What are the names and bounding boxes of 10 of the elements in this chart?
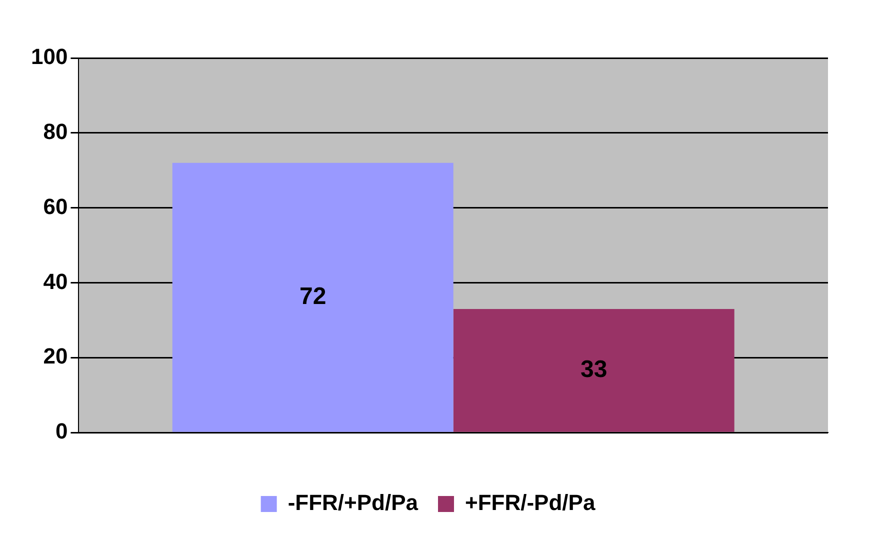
y-tick-label: 0 bbox=[55, 418, 68, 444]
y-tick-label: 60 bbox=[43, 194, 68, 219]
data-label: 72 bbox=[300, 282, 326, 310]
legend-label: -FFR/+Pd/Pa bbox=[288, 490, 419, 516]
y-tick-label: 80 bbox=[43, 118, 68, 144]
y-tick-label: 20 bbox=[43, 344, 68, 369]
y-tick-label: 100 bbox=[30, 44, 68, 70]
data-label: 33 bbox=[580, 356, 608, 384]
legend-label: +FFR/-Pd/Pa bbox=[465, 490, 596, 516]
y-tick-label: 40 bbox=[43, 268, 68, 294]
